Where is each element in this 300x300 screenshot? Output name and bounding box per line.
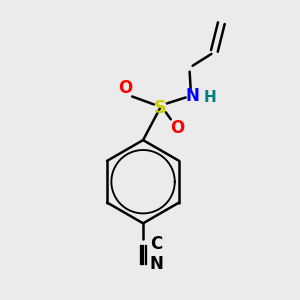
Text: O: O [118,79,132,97]
Text: N: N [186,86,200,104]
Text: S: S [153,99,167,117]
Text: O: O [171,119,185,137]
Text: C: C [150,235,162,253]
Text: N: N [149,255,163,273]
Text: H: H [204,90,217,105]
